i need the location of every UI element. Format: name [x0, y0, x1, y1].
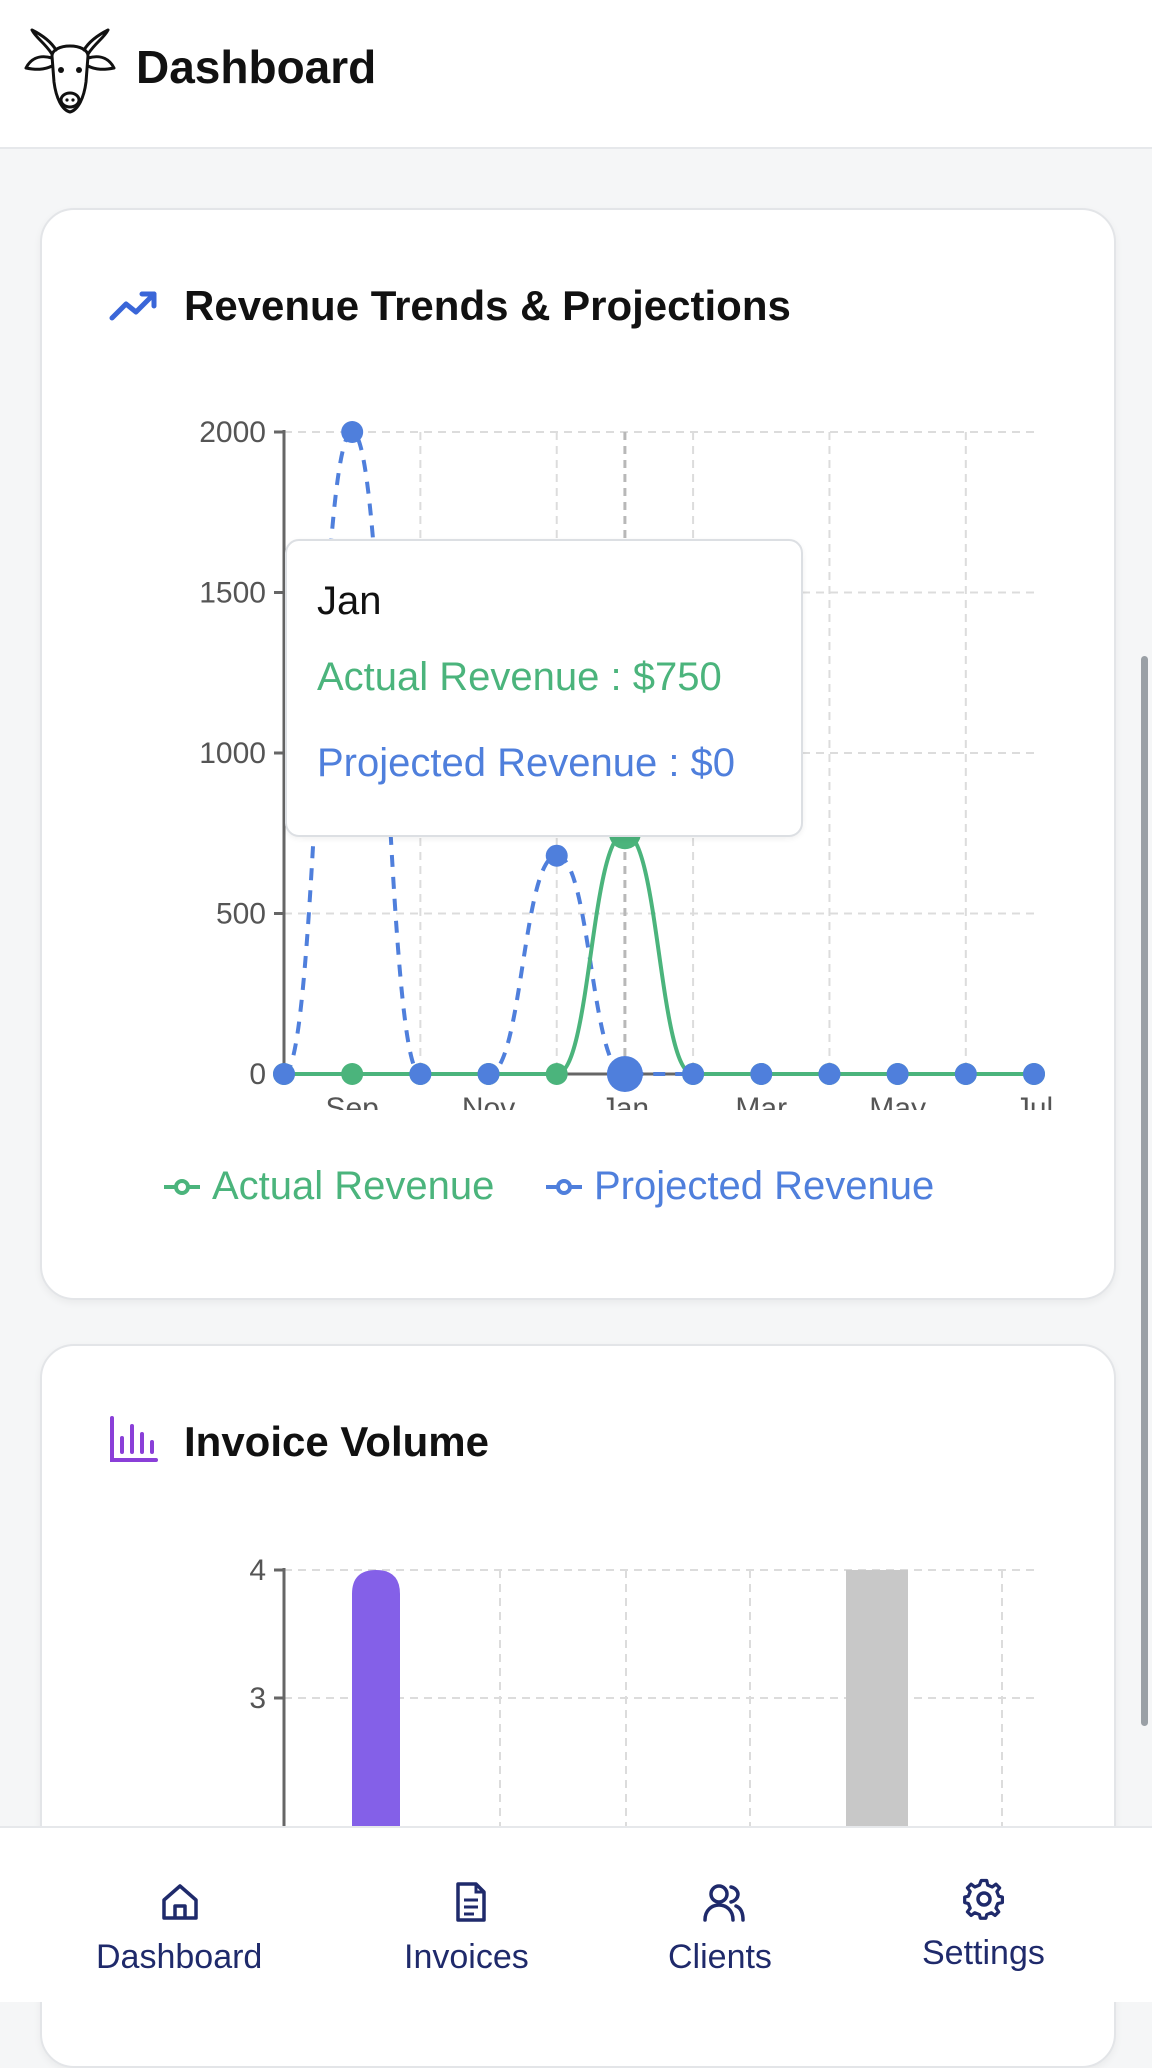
chart-legend: Actual Revenue Projected Revenue — [42, 1164, 1114, 1214]
data-point-projected-revenue — [750, 1063, 773, 1085]
active-point-projected-revenue — [606, 1056, 643, 1092]
y-tick-label: 1000 — [199, 737, 266, 770]
nav-label: Dashboard — [96, 1938, 263, 1976]
data-point-projected-revenue — [1023, 1063, 1045, 1085]
y-tick-label: 0 — [249, 1058, 266, 1091]
nav-label: Invoices — [404, 1938, 529, 1976]
tooltip-label: Jan — [317, 579, 382, 623]
data-point-projected-revenue — [477, 1063, 500, 1085]
data-point-projected-revenue — [409, 1063, 432, 1085]
legend-marker-icon — [164, 1178, 200, 1195]
trending-up-icon — [109, 291, 157, 321]
bottom-navigation: Dashboard Invoices Clients Settings — [0, 1826, 1152, 2002]
users-icon — [703, 1884, 745, 1922]
scrollbar[interactable] — [1141, 656, 1148, 1726]
revenue-trends-card: Revenue Trends & Projections 0 500 1000 150… — [40, 208, 1116, 1300]
x-tick-label: Jan — [601, 1092, 649, 1110]
x-tick-label: May — [869, 1092, 926, 1110]
nav-clients[interactable]: Clients — [648, 1828, 808, 2002]
legend-label: Actual Revenue — [212, 1164, 495, 1208]
x-tick-label: Mar — [735, 1092, 787, 1110]
nav-dashboard[interactable]: Dashboard — [80, 1828, 280, 2002]
invoice-card-title: Invoice Volume — [184, 1418, 489, 1465]
y-tick-label: 4 — [249, 1554, 266, 1587]
data-point-projected-revenue — [545, 844, 568, 867]
bar-chart-icon — [110, 1416, 158, 1462]
x-tick-label: Sep — [325, 1092, 378, 1110]
x-tick-label: Jul — [1015, 1092, 1053, 1110]
gear-icon — [963, 1878, 1005, 1920]
bar — [352, 1570, 400, 1826]
y-tick-label: 1500 — [199, 577, 266, 610]
page-title: Dashboard — [136, 41, 377, 93]
nav-label: Clients — [668, 1938, 772, 1976]
chart-tooltip: Jan Actual Revenue : $750 Projected Reve… — [285, 539, 803, 837]
data-point-projected-revenue — [341, 421, 364, 443]
legend-marker-icon — [546, 1178, 582, 1195]
data-point-actual-revenue — [545, 1063, 568, 1085]
document-icon — [456, 1882, 486, 1922]
legend-item-actual-revenue[interactable]: Actual Revenue — [162, 1164, 494, 1209]
legend-item-projected-revenue[interactable]: Projected Revenue — [544, 1164, 934, 1209]
data-point-projected-revenue — [954, 1063, 977, 1085]
y-tick-label: 2000 — [199, 416, 266, 449]
data-point-actual-revenue — [341, 1063, 364, 1085]
x-tick-label: Nov — [462, 1092, 515, 1110]
data-point-projected-revenue — [818, 1063, 841, 1085]
y-tick-label: 500 — [216, 898, 266, 931]
app-header: Dashboard — [0, 0, 1152, 149]
data-point-projected-revenue — [682, 1063, 705, 1085]
revenue-card-title: Revenue Trends & Projections — [184, 282, 791, 329]
home-icon — [162, 1884, 198, 1920]
nav-settings[interactable]: Settings — [910, 1828, 1080, 2002]
invoice-bar-chart[interactable]: 34 — [42, 1346, 1114, 1826]
legend-label: Projected Revenue — [594, 1164, 935, 1208]
nav-label: Settings — [922, 1934, 1045, 1972]
data-point-projected-revenue — [886, 1063, 909, 1085]
nav-invoices[interactable]: Invoices — [380, 1828, 560, 2002]
bar — [846, 1570, 908, 1826]
tooltip-actual-revenue: Actual Revenue : $750 — [317, 655, 722, 699]
data-point-projected-revenue — [273, 1063, 295, 1085]
goat-logo-icon — [24, 28, 116, 114]
tooltip-projected-revenue: Projected Revenue : $0 — [317, 741, 736, 785]
y-tick-label: 3 — [249, 1682, 266, 1715]
